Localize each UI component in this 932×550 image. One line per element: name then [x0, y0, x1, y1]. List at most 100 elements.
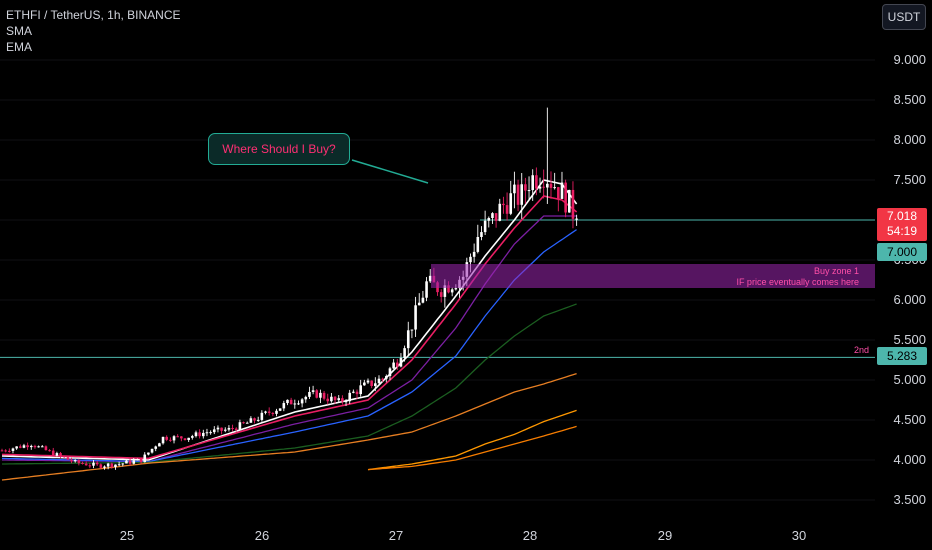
candle-body: [308, 391, 311, 397]
candle-body: [202, 432, 205, 437]
candle-body: [22, 445, 26, 448]
candle-body: [220, 427, 223, 431]
candle: [139, 458, 143, 464]
candle-countdown: 54:19: [886, 224, 918, 238]
candle: [92, 459, 95, 469]
candle-body: [414, 305, 417, 330]
candle: [271, 412, 275, 417]
candle-body: [51, 450, 55, 456]
candle-body: [535, 175, 538, 189]
candle: [374, 377, 377, 392]
candle-body: [132, 460, 136, 464]
candle: [509, 180, 513, 216]
candle-body: [491, 213, 494, 219]
level-5283-tag: 5.283: [877, 347, 927, 365]
candle-body: [110, 463, 114, 468]
candle: [311, 385, 315, 395]
candle-body: [439, 292, 443, 297]
buy-zone-box[interactable]: Buy zone 1 IF price eventually comes her…: [431, 264, 875, 288]
candle-body: [33, 445, 37, 448]
candle: [165, 435, 168, 442]
candle-body: [158, 443, 161, 447]
candle: [73, 459, 77, 463]
candle: [363, 379, 366, 386]
candle: [205, 428, 209, 437]
candle-body: [509, 193, 513, 214]
candle-body: [44, 446, 48, 451]
candle-body: [395, 362, 399, 367]
candle: [531, 169, 534, 201]
last-price-value: 7.018: [886, 209, 918, 223]
candle-body: [531, 175, 534, 191]
candle-body: [355, 391, 359, 395]
candle-body: [136, 458, 139, 461]
candle: [253, 417, 256, 424]
candle-body: [114, 464, 117, 468]
candle: [55, 451, 59, 457]
candle: [125, 459, 128, 464]
candle-body: [48, 450, 51, 452]
moving-average-lines: [1, 179, 578, 481]
ma-line-7: [367, 425, 577, 471]
candle-body: [315, 390, 319, 398]
candle: [117, 461, 121, 467]
ma-line-0: [1, 179, 578, 461]
candle-body: [84, 463, 88, 466]
candle-body: [187, 437, 190, 440]
time-axis-label: 25: [120, 528, 134, 543]
candle: [136, 458, 139, 461]
currency-button[interactable]: USDT: [882, 4, 926, 30]
candle: [370, 380, 373, 389]
candle: [293, 399, 297, 409]
candle: [542, 169, 545, 199]
candle-body: [560, 182, 564, 199]
candle-body: [289, 399, 293, 405]
candle-body: [410, 329, 414, 331]
price-axis-label: 7.500: [893, 172, 926, 187]
candle: [289, 397, 293, 405]
candle: [366, 378, 370, 385]
candle-body: [205, 432, 209, 434]
candle-body: [363, 382, 366, 386]
candle-body: [370, 380, 373, 387]
candle-body: [494, 213, 498, 221]
candle: [40, 445, 44, 448]
candle-body: [571, 189, 575, 219]
candle: [84, 461, 88, 466]
candle: [48, 449, 51, 452]
candle-body: [81, 462, 84, 464]
candle-body: [443, 285, 447, 297]
candle: [377, 375, 381, 384]
candle-body: [505, 205, 509, 214]
candle-body: [59, 453, 62, 457]
ma-line-4: [2, 303, 577, 465]
candle-body: [125, 460, 128, 464]
candle-body: [249, 418, 253, 423]
where-to-buy-callout[interactable]: Where Should I Buy?: [208, 133, 350, 165]
candle-body: [527, 190, 531, 192]
candle-body: [216, 427, 220, 430]
candle: [571, 181, 575, 229]
time-axis-label: 27: [389, 528, 403, 543]
candle-body: [117, 464, 121, 466]
ema-legend-item[interactable]: EMA: [6, 40, 33, 54]
sma-legend-item[interactable]: SMA: [6, 24, 33, 38]
candle-body: [568, 189, 571, 213]
candle-body: [0, 450, 4, 452]
time-axis-label: 30: [792, 528, 806, 543]
candle: [260, 410, 264, 422]
candle-body: [227, 427, 231, 430]
candle-body: [154, 446, 158, 449]
candle: [212, 426, 216, 435]
ma-line-2: [2, 215, 577, 463]
candle-body: [344, 401, 348, 403]
candle-body: [15, 446, 18, 449]
candle: [8, 448, 11, 453]
candle: [516, 179, 520, 212]
candle-body: [553, 187, 556, 189]
candle-body: [95, 462, 99, 465]
candle: [231, 424, 234, 432]
last-price-tag: 7.018 54:19: [877, 208, 927, 241]
candle-body: [322, 392, 326, 399]
candle-body: [487, 218, 491, 221]
